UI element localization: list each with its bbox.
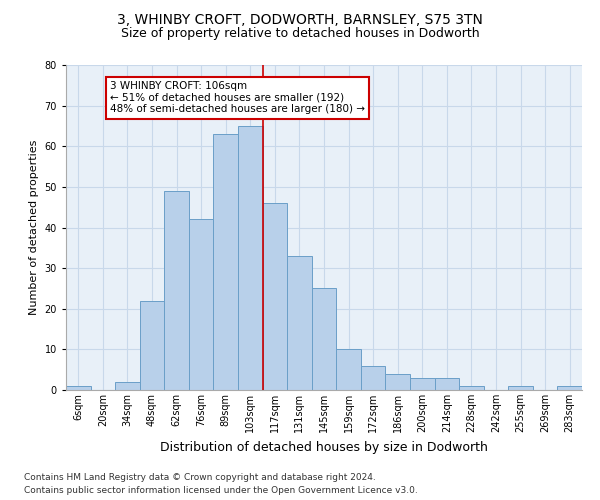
Bar (263, 203, 287, 390)
X-axis label: Distribution of detached houses by size in Dodworth: Distribution of detached houses by size … (160, 440, 488, 454)
Bar (361, 366, 385, 390)
Bar (336, 350, 361, 390)
Bar (385, 374, 410, 390)
Bar (140, 300, 164, 390)
Bar (312, 288, 336, 390)
Text: Contains HM Land Registry data © Crown copyright and database right 2024.: Contains HM Land Registry data © Crown c… (24, 474, 376, 482)
Text: 3 WHINBY CROFT: 106sqm
← 51% of detached houses are smaller (192)
48% of semi-de: 3 WHINBY CROFT: 106sqm ← 51% of detached… (110, 81, 365, 114)
Bar (238, 126, 263, 390)
Bar (115, 382, 140, 390)
Text: Contains public sector information licensed under the Open Government Licence v3: Contains public sector information licen… (24, 486, 418, 495)
Y-axis label: Number of detached properties: Number of detached properties (29, 140, 39, 315)
Bar (164, 191, 189, 390)
Bar (66, 386, 91, 390)
Bar (434, 378, 459, 390)
Bar (557, 386, 582, 390)
Bar (410, 378, 434, 390)
Bar (214, 134, 238, 390)
Bar (459, 386, 484, 390)
Text: Size of property relative to detached houses in Dodworth: Size of property relative to detached ho… (121, 28, 479, 40)
Bar (508, 386, 533, 390)
Text: 3, WHINBY CROFT, DODWORTH, BARNSLEY, S75 3TN: 3, WHINBY CROFT, DODWORTH, BARNSLEY, S75… (117, 12, 483, 26)
Bar (287, 256, 312, 390)
Bar (189, 220, 214, 390)
